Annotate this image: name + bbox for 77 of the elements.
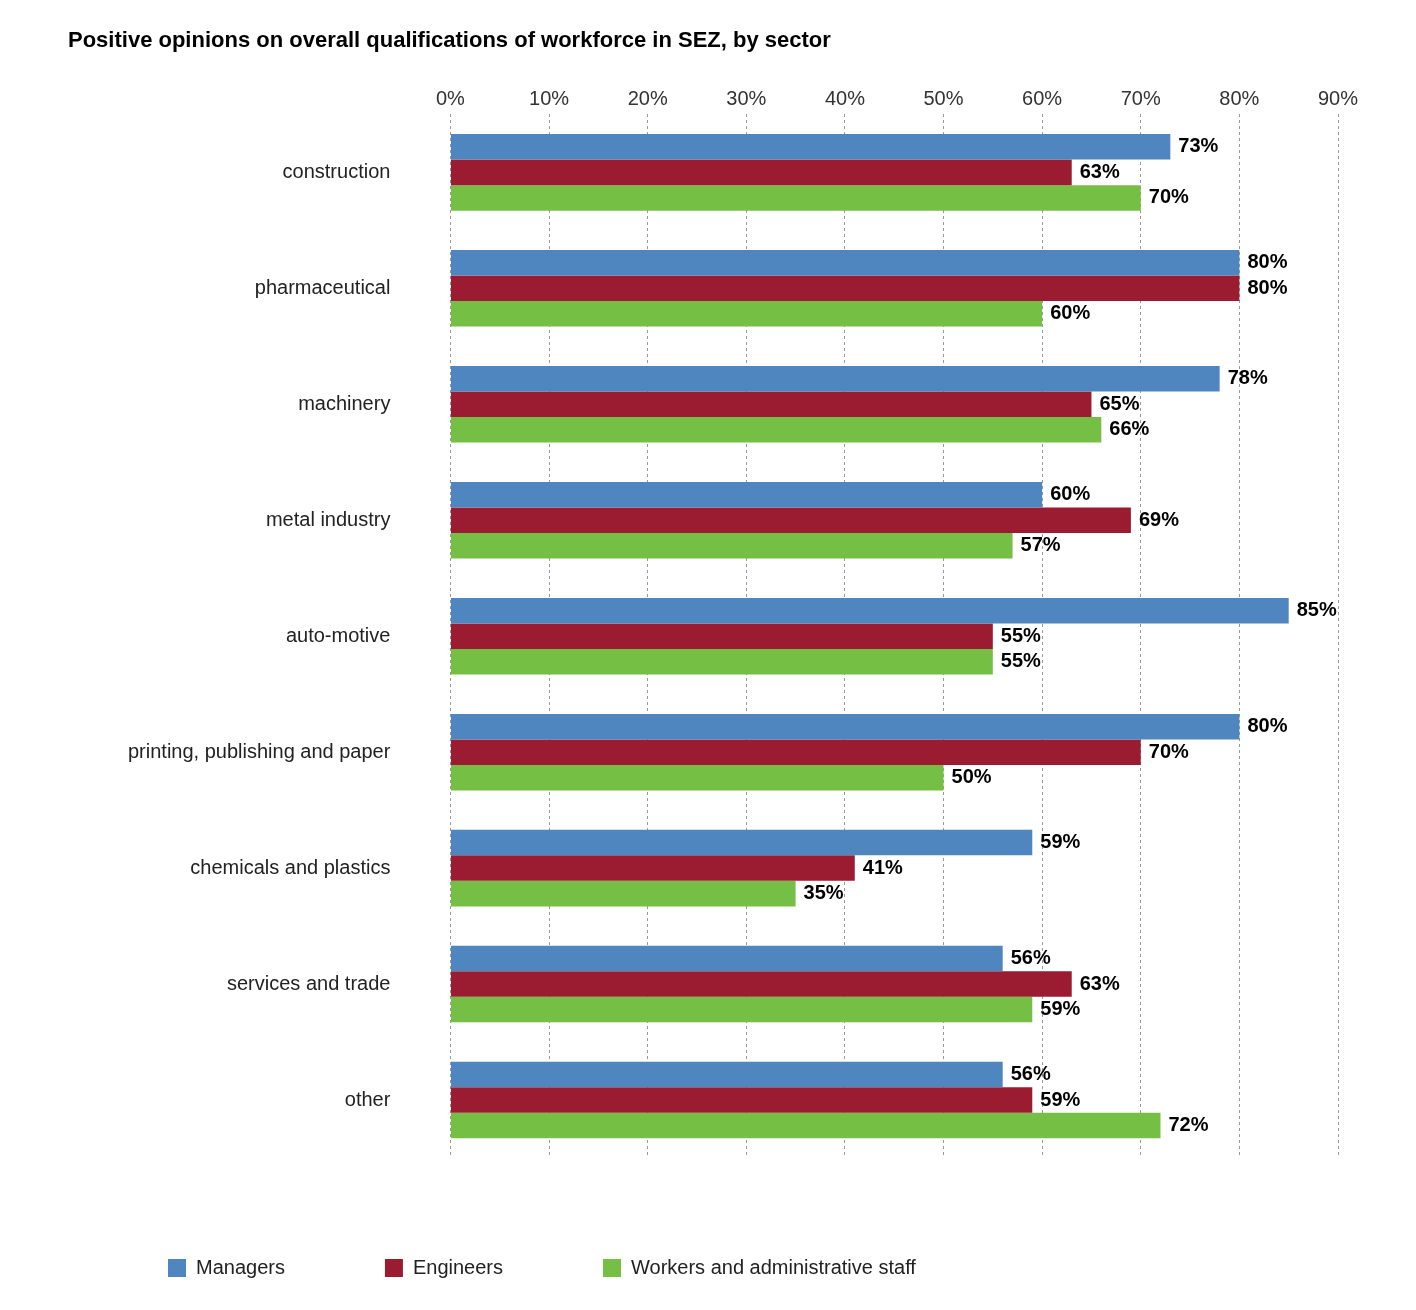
- bar: [450, 417, 1102, 443]
- data-label: 63%: [1079, 159, 1120, 182]
- data-label: 80%: [1247, 250, 1288, 273]
- data-label: 35%: [803, 881, 844, 904]
- x-tick-label: 40%: [824, 86, 866, 109]
- bar: [450, 185, 1141, 211]
- bar: [450, 996, 1033, 1023]
- x-tick-label: 90%: [1317, 86, 1359, 109]
- data-label: 56%: [1010, 1062, 1051, 1085]
- y-tick-label: machinery: [298, 391, 391, 414]
- bar: [450, 945, 1003, 972]
- y-tick-label: auto-motive: [285, 623, 391, 646]
- bar: [450, 1061, 1003, 1088]
- data-label: 41%: [862, 855, 903, 878]
- y-tick-label: pharmaceutical: [254, 275, 391, 298]
- x-tick-label: 0%: [435, 86, 466, 109]
- bar: [450, 159, 1072, 186]
- bar: [450, 391, 1092, 418]
- y-tick-label: other: [344, 1087, 391, 1110]
- x-tick-label: 50%: [923, 86, 964, 109]
- bar: [450, 301, 1043, 327]
- bar: [450, 855, 855, 881]
- data-label: 63%: [1079, 971, 1120, 994]
- y-tick-label: chemicals and plastics: [190, 855, 391, 878]
- data-label: 70%: [1148, 185, 1189, 208]
- data-label: 65%: [1099, 391, 1140, 414]
- y-tick-label: printing, publishing and paper: [127, 739, 391, 762]
- bar: [450, 275, 1240, 302]
- y-tick-label: construction: [282, 159, 391, 182]
- bar: [450, 481, 1043, 508]
- data-label: 55%: [1000, 623, 1042, 646]
- data-label: 50%: [951, 765, 992, 788]
- legend-label: Managers: [196, 1255, 285, 1278]
- bar: [450, 623, 993, 649]
- data-label: 60%: [1050, 482, 1091, 505]
- bar: [450, 739, 1141, 765]
- data-label: 55%: [1000, 649, 1042, 672]
- data-label: 73%: [1178, 134, 1219, 157]
- bar: [450, 597, 1289, 624]
- x-tick-label: 60%: [1022, 86, 1063, 109]
- data-label: 80%: [1247, 275, 1288, 298]
- data-label: 59%: [1040, 997, 1081, 1020]
- bar: [450, 880, 796, 907]
- data-label: 70%: [1148, 739, 1189, 762]
- x-tick-label: 10%: [529, 86, 570, 109]
- x-tick-label: 20%: [627, 86, 668, 109]
- data-label: 72%: [1168, 1113, 1209, 1136]
- data-label: 66%: [1109, 417, 1150, 440]
- bar: [450, 533, 1013, 559]
- data-label: 59%: [1040, 830, 1081, 853]
- data-label: 59%: [1040, 1087, 1081, 1110]
- data-label: 60%: [1050, 301, 1091, 324]
- legend-label: Workers and administrative staff: [630, 1255, 917, 1278]
- data-label: 56%: [1010, 946, 1051, 969]
- bar: [450, 1112, 1161, 1139]
- x-tick-label: 70%: [1120, 86, 1161, 109]
- bar: [450, 1087, 1033, 1113]
- bar: [450, 250, 1240, 276]
- data-label: 85%: [1296, 598, 1337, 621]
- bar: [450, 713, 1240, 740]
- data-label: 57%: [1020, 533, 1061, 556]
- bar: [450, 366, 1220, 392]
- data-label: 69%: [1138, 507, 1180, 530]
- data-label: 78%: [1227, 366, 1268, 389]
- bar: [450, 134, 1171, 160]
- y-tick-label: metal industry: [265, 507, 391, 530]
- bar: [450, 507, 1131, 533]
- bar: [450, 764, 944, 791]
- chart-title: Positive opinions on overall qualifications of workforce in SEZ, by sector: [68, 27, 832, 53]
- y-tick-label: services and trade: [226, 971, 391, 994]
- data-label: 80%: [1247, 714, 1288, 737]
- bar: [450, 829, 1033, 856]
- bar: [450, 648, 993, 675]
- legend-label: Engineers: [412, 1255, 503, 1278]
- x-tick-label: 30%: [726, 86, 767, 109]
- x-tick-label: 80%: [1219, 86, 1260, 109]
- bar: [450, 971, 1072, 997]
